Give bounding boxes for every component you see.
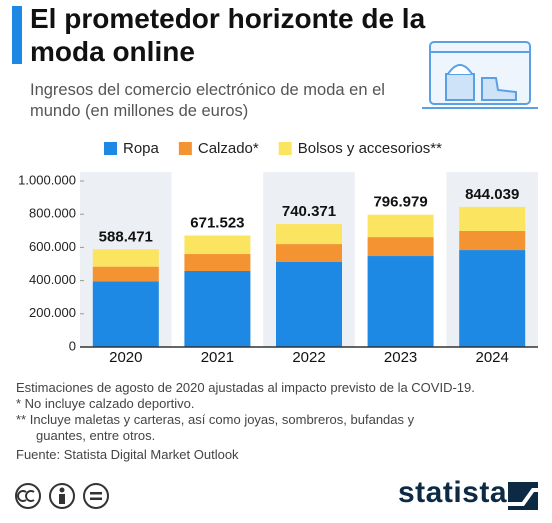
chart-subtitle: Ingresos del comercio electrónico de mod… [30,81,385,120]
total-label: 740.371 [282,203,336,220]
chart: Ropa Calzado* Bolsos y accesorios** 0 200.00… [18,140,538,366]
legend-label: Bolsos y accesorios** [298,140,442,157]
bar-segment [276,224,342,245]
legend-swatch [104,142,117,155]
bar-segment [367,256,434,347]
bar-segment [367,214,434,238]
license-icons [15,483,109,509]
total-label: 671.523 [190,214,244,231]
bar-segment [459,206,526,231]
bar-segment [459,250,526,347]
accent-bar [12,6,22,64]
legend-swatch [178,142,192,155]
x-tick-label: 2022 [292,349,325,366]
bar-segment [184,270,251,347]
note: Estimaciones de agosto de 2020 ajustadas… [16,380,475,395]
brand: statista [398,476,508,509]
x-tick-label: 2020 [109,349,142,366]
legend-label: Calzado* [198,140,259,157]
y-tick-label: 800.000 [29,206,76,221]
total-label: 796.979 [373,194,427,211]
y-tick-label: 0 [69,338,76,353]
x-tick-label: 2023 [384,349,417,366]
note: ** Incluye maletas y carteras, así como … [16,412,415,443]
note: Fuente: Statista Digital Market Outlook [16,447,239,462]
notes: Estimaciones de agosto de 2020 ajustadas… [16,380,536,463]
bar-segment [184,254,251,271]
legend-label: Ropa [123,140,160,157]
x-tick-label: 2021 [201,349,234,366]
legend-swatch [278,142,292,155]
chart-title: El prometedor horizonte de la moda onlin… [30,3,426,67]
bar-segment [276,244,342,263]
bar-segment [92,281,159,347]
icon [422,41,538,109]
x-tick-label: 2024 [476,349,509,366]
bar-segment [184,235,251,255]
bar-segment [459,230,526,251]
y-tick-label: 600.000 [29,239,76,254]
note: * No incluye calzado deportivo. [16,396,195,411]
bar-segment [92,249,159,267]
brand-logo [508,482,538,510]
total-label: 844.039 [465,186,519,203]
bar-segment [276,262,342,347]
total-label: 588.471 [99,228,153,245]
y-tick-label: 1.000.000 [18,172,76,187]
bar-segment [367,237,434,257]
bar-segment [92,266,159,282]
y-tick-label: 400.000 [29,272,76,287]
y-tick-label: 200.000 [29,305,76,320]
